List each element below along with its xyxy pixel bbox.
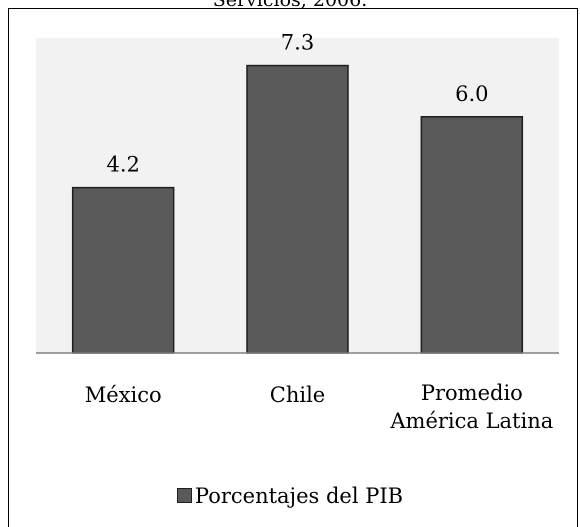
- data-label: 6.0: [455, 82, 488, 106]
- legend-label: Porcentajes del PIB: [194, 484, 404, 508]
- legend: Porcentajes del PIB: [0, 483, 580, 509]
- data-label: 4.2: [106, 153, 139, 177]
- bar: [71, 186, 175, 354]
- category-tick-label: Promedio: [421, 381, 523, 405]
- bar: [420, 116, 524, 354]
- data-label: 7.3: [281, 31, 314, 55]
- chart-title: Servicios, 2006.: [212, 0, 368, 11]
- category-tick-label: México: [85, 383, 162, 407]
- bar: [246, 64, 349, 354]
- category-tick-label: Chile: [270, 383, 325, 407]
- legend-swatch: [176, 488, 192, 503]
- category-tick-label: América Latina: [389, 409, 553, 433]
